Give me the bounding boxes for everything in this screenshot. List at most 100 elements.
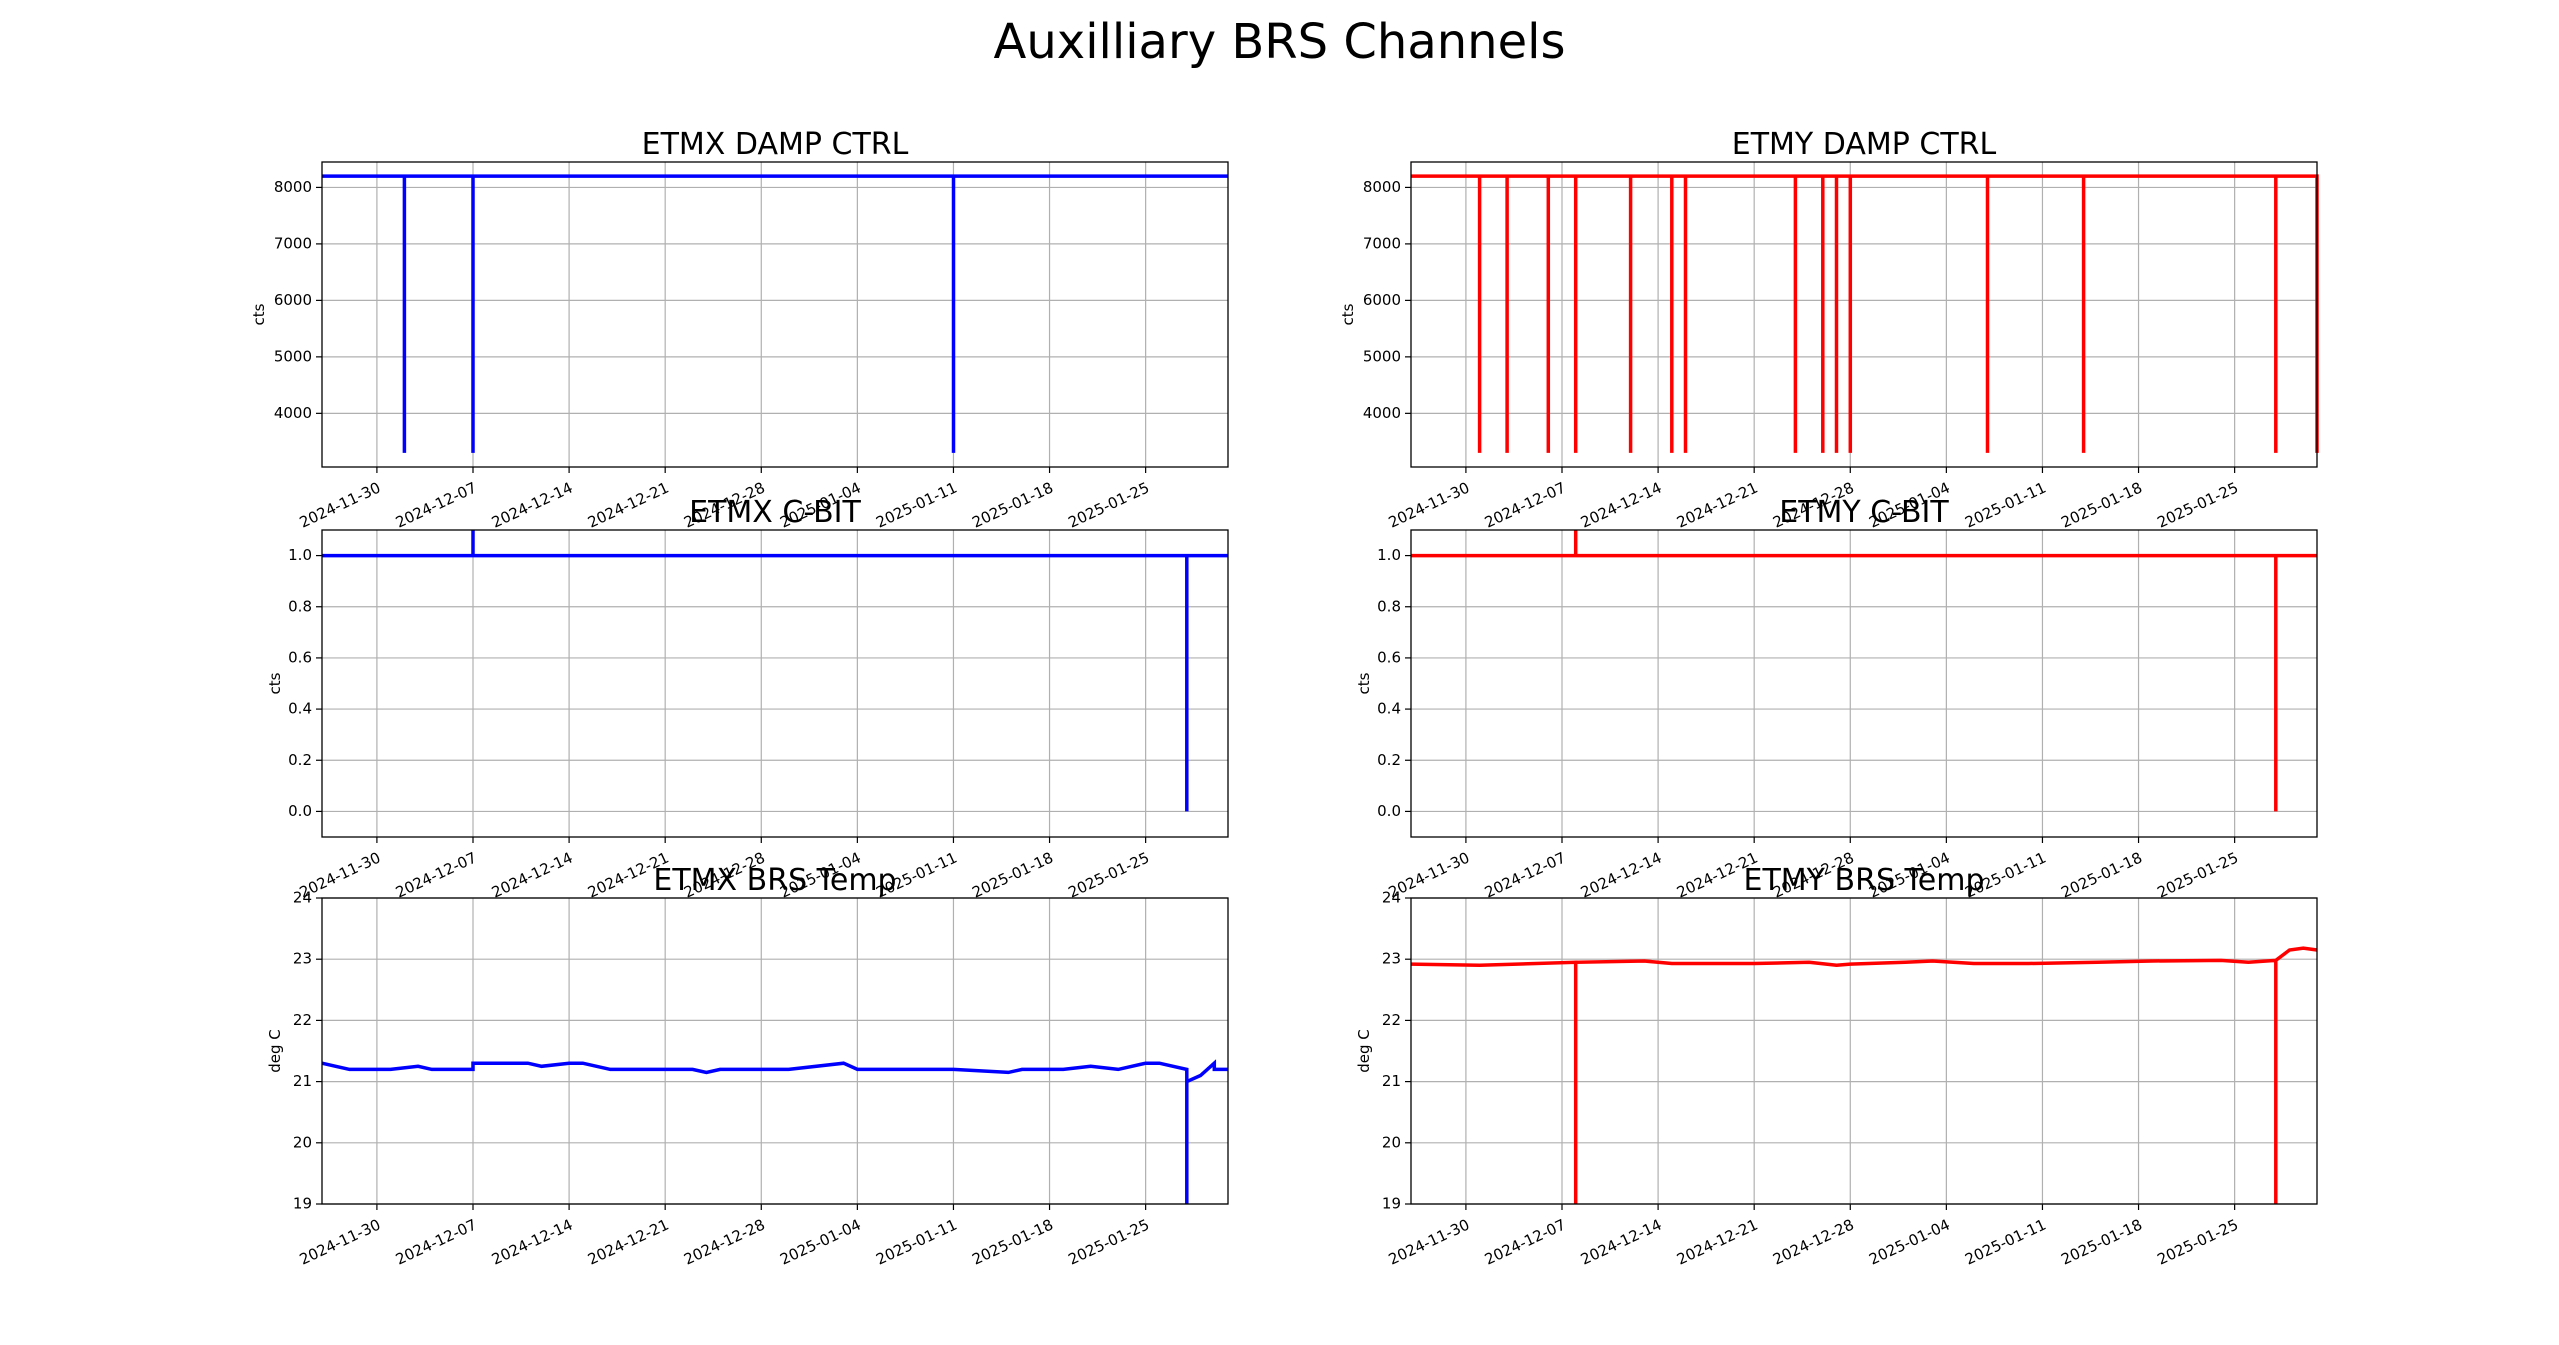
etmx-temp-axes-frame [321,897,1229,1205]
etmy-damp-ytick-label: 6000 [1363,291,1401,309]
etmx-cbit-xtick-label: 2025-01-18 [969,848,1056,901]
etmy-damp-ytick-label: 7000 [1363,234,1401,252]
etmy-temp-ylabel: deg C [1355,1029,1373,1073]
etmx-damp-xtick-label: 2024-12-14 [489,478,576,531]
etmy-cbit-xtick-label: 2024-12-14 [1578,848,1665,901]
etmx-cbit-series-line [322,530,1228,812]
etmx-damp-ytick-label: 6000 [274,291,312,309]
etmx-temp-xtick-label: 2025-01-25 [1065,1215,1152,1268]
etmx-cbit-ytick-label: 0.6 [288,648,312,666]
etmy-damp-ytick-label: 4000 [1363,404,1401,422]
etmx-temp-ylabel: deg C [266,1029,284,1073]
etmy-cbit-ytick-label: 0.2 [1377,751,1401,769]
etmy-cbit-xtick-label: 2024-12-07 [1482,848,1569,901]
etmy-temp-ytick-label: 22 [1382,1011,1401,1029]
etmy-damp-xtick-label: 2025-01-18 [2058,478,2145,531]
etmy-damp-title: ETMY DAMP CTRL [1732,127,1997,162]
etmx-damp-ytick-label: 8000 [274,178,312,196]
etmy-temp-title: ETMY BRS Temp [1744,863,1985,898]
etmx-damp-axes-frame [321,161,1229,468]
etmx-cbit-ytick-label: 0.4 [288,700,312,718]
etmy-damp-xtick-label: 2025-01-25 [2154,478,2241,531]
etmx-temp-chart: 2024-11-30 2024-12-07 2024-12-14 2024-12-21… [266,863,1229,1269]
etmy-cbit-xtick-label: 2025-01-18 [2058,848,2145,901]
etmx-temp-xtick-label: 2025-01-11 [873,1215,960,1268]
etmx-damp-xtick-label: 2025-01-11 [873,478,960,531]
etmy-cbit-ytick-label: 0.8 [1377,597,1401,615]
etmx-temp-ytick-label: 24 [293,889,312,907]
etmy-temp-xtick-label: 2025-01-25 [2154,1215,2241,1268]
etmx-temp-ytick-label: 23 [293,950,312,968]
etmx-temp-xtick-label: 2024-11-30 [297,1215,384,1268]
etmy-cbit-ytick-label: 1.0 [1377,546,1401,564]
etmx-damp-xtick-label: 2024-11-30 [297,478,384,531]
etmy-temp-xtick-label: 2025-01-04 [1866,1215,1953,1268]
etmy-temp-ytick-label: 24 [1382,889,1401,907]
etmy-cbit-series-line [1411,530,2317,812]
etmy-temp-xtick-label: 2025-01-11 [1962,1215,2049,1268]
etmy-damp-chart: 2024-11-30 2024-12-07 2024-12-14 2024-12-21… [1339,127,2319,532]
etmx-cbit-xtick-label: 2024-12-14 [489,848,576,901]
etmx-temp-ytick-label: 19 [293,1195,312,1213]
etmy-damp-xtick-label: 2024-12-21 [1674,478,1761,531]
etmy-cbit-axes-frame [1410,529,2318,838]
etmy-cbit-title: ETMY C-BIT [1779,495,1949,530]
etmy-damp-xtick-label: 2024-12-07 [1482,478,1569,531]
etmx-cbit-ytick-label: 0.2 [288,751,312,769]
etmy-cbit-ytick-label: 0.0 [1377,802,1401,820]
etmx-temp-ytick-label: 21 [293,1072,312,1090]
etmy-temp-axes-frame [1410,897,2318,1205]
etmx-damp-series-line [322,174,1228,453]
etmx-temp-xtick-label: 2024-12-14 [489,1215,576,1268]
etmy-temp-xtick-label: 2024-11-30 [1386,1215,1473,1268]
etmx-damp-ytick-label: 5000 [274,347,312,365]
etmy-temp-ytick-label: 19 [1382,1195,1401,1213]
etmy-cbit-chart: 2024-11-30 2024-12-07 2024-12-14 2024-12-21… [1355,495,2318,902]
figure-title: Auxilliary BRS Channels [993,14,1566,70]
etmy-cbit-ytick-label: 0.6 [1377,648,1401,666]
etmx-cbit-xtick-label: 2024-12-07 [393,848,480,901]
etmx-damp-xtick-label: 2025-01-18 [969,478,1056,531]
etmx-cbit-ytick-label: 1.0 [288,546,312,564]
etmx-damp-ytick-label: 4000 [274,404,312,422]
etmy-cbit-xtick-label: 2025-01-25 [2154,848,2241,901]
etmx-temp-xtick-label: 2024-12-07 [393,1215,480,1268]
etmx-temp-series-line [321,1059,1228,1204]
etmx-damp-xtick-label: 2024-12-07 [393,478,480,531]
etmx-temp-xtick-label: 2025-01-04 [777,1215,864,1268]
etmy-temp-xtick-label: 2024-12-21 [1674,1215,1761,1268]
etmx-damp-title: ETMX DAMP CTRL [642,127,909,162]
etmx-temp-xtick-label: 2025-01-18 [969,1215,1056,1268]
etmx-cbit-title: ETMX C-BIT [689,495,861,530]
etmy-cbit-ylabel: cts [1355,672,1373,694]
etmy-damp-ytick-label: 5000 [1363,347,1401,365]
etmy-damp-xtick-label: 2024-12-14 [1578,478,1665,531]
etmx-damp-chart: 2024-11-30 2024-12-07 2024-12-14 2024-12-21… [250,127,1229,532]
etmy-temp-xtick-label: 2024-12-07 [1482,1215,1569,1268]
etmy-temp-ytick-label: 21 [1382,1072,1401,1090]
etmy-temp-xtick-label: 2024-12-14 [1578,1215,1665,1268]
etmy-damp-xtick-label: 2024-11-30 [1386,478,1473,531]
etmx-damp-xtick-label: 2024-12-21 [585,478,672,531]
etmy-damp-series-line [1411,174,2319,453]
etmy-damp-axes-frame [1410,161,2318,468]
etmy-damp-ytick-label: 8000 [1363,178,1401,196]
etmx-cbit-ytick-label: 0.8 [288,597,312,615]
etmy-temp-chart: 2024-11-30 2024-12-07 2024-12-14 2024-12-21… [1355,863,2318,1269]
etmx-damp-ylabel: cts [250,303,268,325]
etmy-temp-xtick-label: 2024-12-28 [1770,1215,1857,1268]
etmy-temp-ytick-label: 20 [1382,1133,1401,1151]
etmx-cbit-ylabel: cts [266,672,284,694]
etmy-damp-xtick-label: 2025-01-11 [1962,478,2049,531]
etmy-temp-ytick-label: 23 [1382,950,1401,968]
etmx-temp-xtick-label: 2024-12-28 [681,1215,768,1268]
etmy-damp-ylabel: cts [1339,303,1357,325]
etmx-cbit-chart: 2024-11-30 2024-12-07 2024-12-14 2024-12-21… [266,495,1229,902]
etmx-temp-title: ETMX BRS Temp [653,863,896,898]
etmx-temp-ytick-label: 20 [293,1133,312,1151]
etmx-damp-ytick-label: 7000 [274,234,312,252]
etmy-temp-xtick-label: 2025-01-18 [2058,1215,2145,1268]
etmx-damp-xtick-label: 2025-01-25 [1065,478,1152,531]
etmx-cbit-axes-frame [321,529,1229,838]
